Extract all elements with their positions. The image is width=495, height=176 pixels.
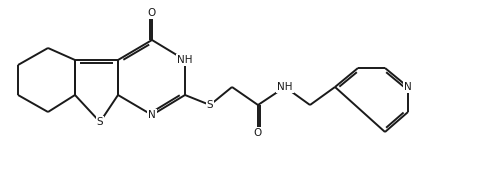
Text: N: N — [148, 110, 156, 120]
Text: O: O — [148, 8, 156, 18]
Text: S: S — [207, 100, 213, 110]
Text: S: S — [97, 117, 103, 127]
Text: N: N — [404, 82, 412, 92]
Text: NH: NH — [277, 82, 293, 92]
Text: O: O — [254, 128, 262, 138]
Text: NH: NH — [177, 55, 193, 65]
